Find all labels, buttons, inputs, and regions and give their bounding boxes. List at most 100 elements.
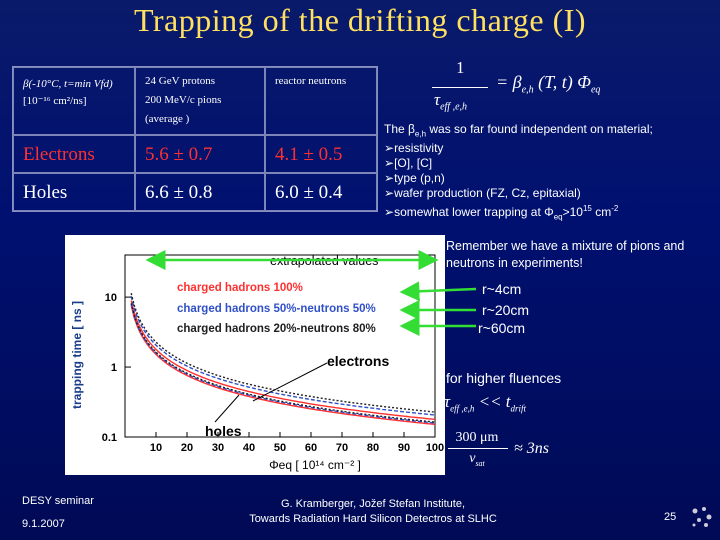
frac-numerator: 300 μm [455, 430, 499, 445]
arrow-bullet-icon: ➢ [384, 141, 395, 156]
x-tick-label: 50 [274, 442, 286, 454]
row-electrons-label: Electrons [13, 135, 135, 173]
ineq-tau: τ [444, 392, 451, 411]
row-holes-label: Holes [13, 173, 135, 211]
y-tick-label: 0.1 [102, 432, 117, 444]
page-number: 25 [664, 511, 677, 523]
series1-label: charged hadrons 100% [177, 282, 303, 294]
transit-fraction: 300 μm vsat [448, 430, 508, 468]
r20-label: r~20cm [482, 302, 530, 318]
y-tick-label: 10 [105, 292, 117, 304]
r4-label: r~4cm [482, 281, 522, 297]
list-item: ➢somewhat lower trapping at Φeq>1015 cm-… [384, 201, 720, 224]
approx-3ns: ≈ 3ns [514, 440, 550, 457]
list-item-text: wafer production (FZ, Cz, epitaxial) [394, 186, 581, 201]
arrow-bullet-icon: ➢ [384, 205, 395, 220]
formula-numerator: 1 [456, 58, 465, 77]
chart-svg: 10 20 30 40 50 60 70 80 90 100 0.1 1 10 trapping tim… [70, 254, 444, 472]
molecule-logo-icon [690, 505, 714, 529]
header-pions: 200 MeV/c pions [145, 94, 222, 106]
material-list: The βe,h was so far found independent on… [384, 122, 720, 225]
tau-inequality: τeff ,e,h << tdrift [444, 392, 526, 413]
list-item-text: [O], [C] [394, 156, 433, 171]
last-item-sup1: 15 [582, 204, 592, 214]
holes-curve-3 [130, 303, 436, 423]
formula-equals: = β [496, 72, 522, 92]
r4-arrow [399, 281, 477, 302]
intro-b: was so far found independent on material… [426, 122, 653, 136]
beta-table: β(-10°C, t=min Vfd) [10⁻¹⁶ cm²/ns] 24 Ge… [12, 66, 378, 212]
list-item: ➢resistivity [384, 141, 720, 156]
footer-seminar: DESY seminar [22, 495, 94, 507]
electrons-arrow [252, 362, 328, 402]
electrons-label: electrons [327, 353, 389, 369]
series2-label: charged hadrons 50%-neutrons 50% [177, 303, 376, 315]
last-item-b: >10 [562, 205, 583, 220]
holes-curve-1 [130, 305, 436, 426]
x-tick-label: 60 [305, 442, 317, 454]
x-tick-label: 30 [212, 442, 224, 454]
frac-sat: sat [475, 458, 485, 468]
x-axis-label: Φeq [ 10¹⁴ cm⁻² ] [269, 458, 361, 472]
header-protons: 24 GeV protons [145, 75, 216, 87]
arrow-bullet-icon: ➢ [384, 186, 395, 201]
x-tick-label: 90 [398, 442, 410, 454]
y-tick-label: 1 [111, 362, 117, 374]
higher-fluences-note: for higher fluences [446, 370, 562, 386]
formula-tau-sub: eff ,e,h [440, 101, 468, 113]
formula-phi-sub: eq [590, 84, 601, 96]
footer-talk: Towards Radiation Hard Silicon Detectros… [249, 513, 497, 525]
list-item: ➢wafer production (FZ, Cz, epitaxial) [384, 186, 720, 201]
x-tick-label: 20 [181, 442, 193, 454]
slide-title: Trapping of the drifting charge (I) [133, 2, 587, 38]
footer-left: DESY seminar 9.1.2007 [22, 490, 94, 536]
frac-v: v [469, 451, 476, 466]
intro-a: The β [384, 122, 415, 136]
intro-sub: e,h [414, 129, 427, 139]
footer-author: G. Kramberger, Jožef Stefan Institute, [280, 498, 466, 510]
row-holes-neutrons: 6.0 ± 0.4 [265, 173, 377, 211]
arrow-bullet-icon: ➢ [384, 156, 395, 171]
last-item-sub: eq [553, 212, 563, 222]
formula-tau: τ [434, 90, 441, 109]
footer-center: G. Kramberger, Jožef Stefan Institute, T… [228, 497, 518, 527]
mixture-note: Remember we have a mixture of pions and … [446, 239, 685, 270]
header-neutrons: reactor neutrons [275, 75, 347, 87]
ineq-drift-sub: drift [510, 403, 527, 414]
footer-date: 9.1.2007 [22, 518, 65, 530]
frac-line [448, 448, 508, 449]
y-axis-label: trapping time [ ns ] [70, 301, 84, 409]
arrow-bullet-icon: ➢ [384, 171, 395, 186]
formula-fraction-line [432, 87, 488, 88]
header-beta-label: β(-10°C, t=min Vfd) [23, 78, 113, 90]
ineq-tau-sub: eff ,e,h [450, 403, 475, 414]
list-intro: The βe,h was so far found independent on… [384, 122, 720, 141]
holes-arrow [214, 394, 240, 423]
formula-denominator: τeff ,e,h [434, 90, 467, 112]
frac-denominator: vsat [448, 451, 506, 468]
x-tick-label: 10 [150, 442, 162, 454]
r60-label: r~60cm [478, 320, 526, 336]
list-item: ➢[O], [C] [384, 156, 720, 171]
row-electrons-protons: 5.6 ± 0.7 [135, 135, 265, 173]
ineq-mid: << t [474, 392, 511, 411]
x-tick-label: 70 [336, 442, 348, 454]
formula-beta-sub: e,h [521, 84, 534, 96]
series3-label: charged hadrons 20%-neutrons 80% [177, 323, 376, 335]
row-holes-protons: 6.6 ± 0.8 [135, 173, 265, 211]
holes-curve-2 [130, 303, 436, 424]
formula-rhs: = βe,h (T, t) Φeq [496, 72, 600, 96]
electrons-curve-1 [130, 300, 436, 421]
last-item-sup2: -2 [611, 204, 619, 214]
trapping-time-chart: 10 20 30 40 50 60 70 80 90 100 0.1 1 10 trapping tim… [65, 235, 445, 475]
last-item-c: cm [591, 205, 612, 220]
table-header-beta: β(-10°C, t=min Vfd) [10⁻¹⁶ cm²/ns] [13, 67, 135, 135]
list-item: ➢type (p,n) [384, 171, 720, 186]
x-tick-label: 40 [243, 442, 255, 454]
holes-label: holes [205, 423, 242, 439]
table-header-protons: 24 GeV protons 200 MeV/c pions (average … [135, 67, 265, 135]
last-item-a: somewhat lower trapping at Φ [394, 205, 554, 220]
formula-tail: (T, t) Φ [538, 72, 591, 92]
trapping-formula: 1 τeff ,e,h = βe,h (T, t) Φeq [430, 58, 690, 118]
